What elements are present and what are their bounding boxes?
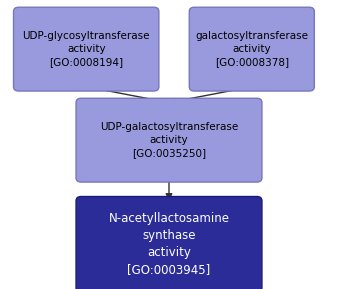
Text: N-acetyllactosamine
synthase
activity
[GO:0003945]: N-acetyllactosamine synthase activity [G… bbox=[108, 212, 230, 276]
Text: galactosyltransferase
activity
[GO:0008378]: galactosyltransferase activity [GO:00083… bbox=[195, 31, 308, 67]
FancyBboxPatch shape bbox=[76, 98, 262, 182]
Text: UDP-galactosyltransferase
activity
[GO:0035250]: UDP-galactosyltransferase activity [GO:0… bbox=[100, 122, 238, 158]
FancyBboxPatch shape bbox=[14, 7, 159, 91]
FancyBboxPatch shape bbox=[189, 7, 314, 91]
FancyBboxPatch shape bbox=[76, 197, 262, 289]
Text: UDP-glycosyltransferase
activity
[GO:0008194]: UDP-glycosyltransferase activity [GO:000… bbox=[22, 31, 150, 67]
